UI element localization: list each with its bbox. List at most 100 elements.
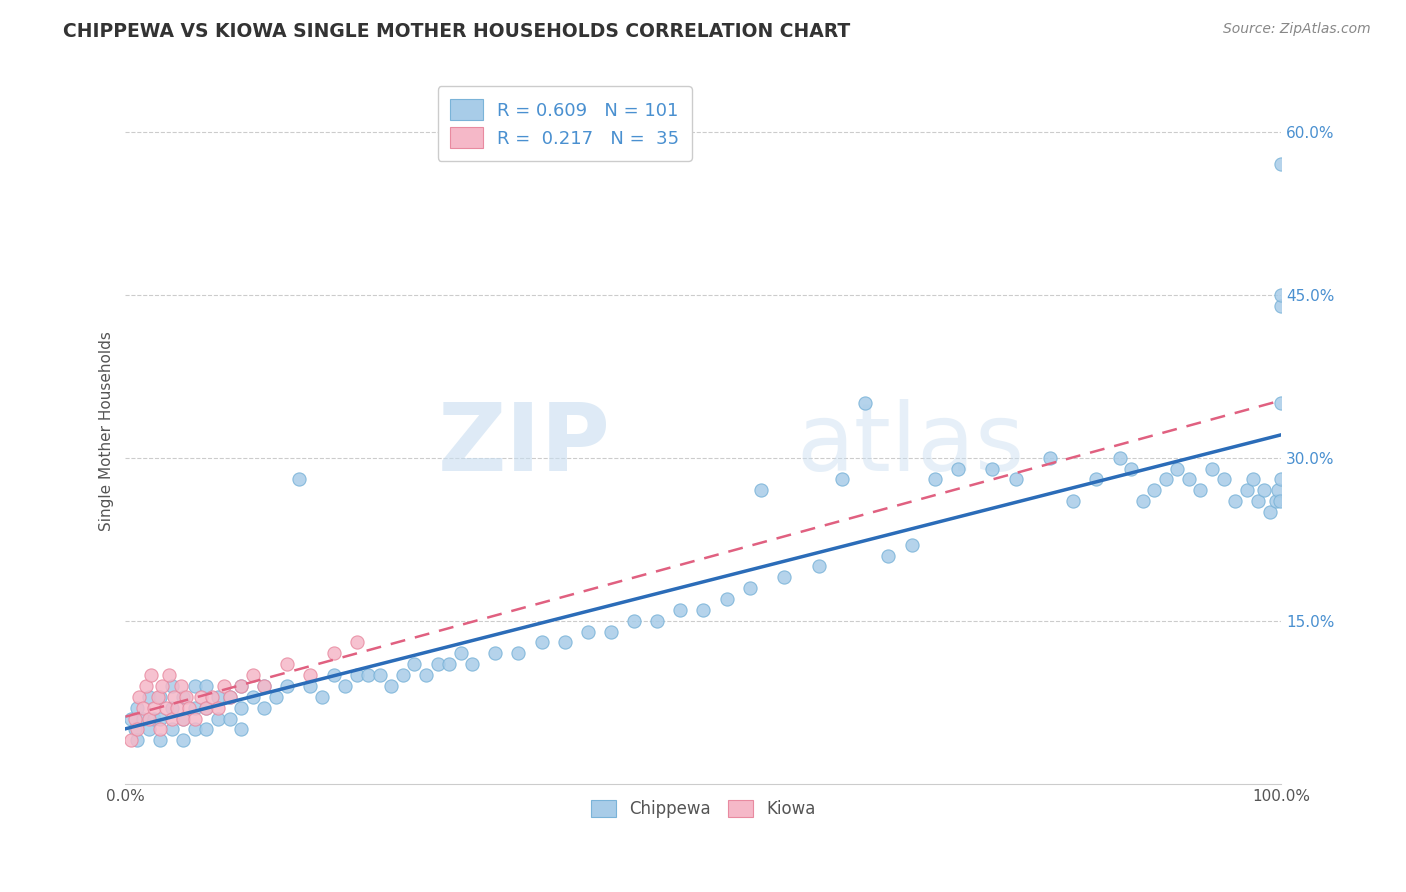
Point <box>600 624 623 639</box>
Point <box>1267 483 1289 498</box>
Point <box>125 733 148 747</box>
Point <box>1241 473 1264 487</box>
Point <box>138 712 160 726</box>
Point <box>946 461 969 475</box>
Point <box>195 700 218 714</box>
Point <box>160 700 183 714</box>
Point <box>1132 494 1154 508</box>
Point <box>508 646 530 660</box>
Point <box>900 538 922 552</box>
Point <box>120 733 142 747</box>
Point <box>404 657 426 672</box>
Point <box>229 700 252 714</box>
Point <box>160 712 183 726</box>
Point <box>554 635 576 649</box>
Point <box>1236 483 1258 498</box>
Point <box>125 700 148 714</box>
Point <box>288 473 311 487</box>
Point <box>195 700 218 714</box>
Point <box>1121 461 1143 475</box>
Point <box>149 712 172 726</box>
Point <box>346 668 368 682</box>
Point <box>201 690 224 704</box>
Point <box>166 700 188 714</box>
Point <box>623 614 645 628</box>
Point <box>139 668 162 682</box>
Point <box>128 690 150 704</box>
Point <box>1264 494 1286 508</box>
Point <box>322 668 344 682</box>
Point <box>450 646 472 660</box>
Point <box>346 635 368 649</box>
Point <box>1270 287 1292 301</box>
Point <box>242 690 264 704</box>
Point <box>853 396 876 410</box>
Point <box>437 657 460 672</box>
Point <box>264 690 287 704</box>
Point <box>125 723 148 737</box>
Text: atlas: atlas <box>796 399 1024 491</box>
Point <box>132 712 155 726</box>
Point <box>253 679 276 693</box>
Point <box>1039 450 1062 465</box>
Point <box>174 690 197 704</box>
Point <box>1270 473 1292 487</box>
Point <box>1143 483 1166 498</box>
Point <box>831 473 853 487</box>
Point <box>692 603 714 617</box>
Point <box>149 733 172 747</box>
Point <box>184 679 207 693</box>
Point <box>253 700 276 714</box>
Point <box>1270 396 1292 410</box>
Point <box>877 549 900 563</box>
Point <box>924 473 946 487</box>
Point <box>1085 473 1108 487</box>
Point <box>135 679 157 693</box>
Point <box>461 657 484 672</box>
Point <box>170 679 193 693</box>
Point <box>229 679 252 693</box>
Point <box>1270 157 1292 171</box>
Point <box>669 603 692 617</box>
Point <box>1154 473 1177 487</box>
Point <box>184 723 207 737</box>
Point <box>172 712 194 726</box>
Point <box>808 559 831 574</box>
Point <box>1178 473 1201 487</box>
Point <box>143 712 166 726</box>
Point <box>1247 494 1270 508</box>
Point <box>207 690 229 704</box>
Text: CHIPPEWA VS KIOWA SINGLE MOTHER HOUSEHOLDS CORRELATION CHART: CHIPPEWA VS KIOWA SINGLE MOTHER HOUSEHOL… <box>63 22 851 41</box>
Text: Source: ZipAtlas.com: Source: ZipAtlas.com <box>1223 22 1371 37</box>
Point <box>190 690 212 704</box>
Point <box>138 690 160 704</box>
Point <box>738 581 761 595</box>
Point <box>218 690 240 704</box>
Point <box>299 668 322 682</box>
Point <box>157 668 180 682</box>
Point <box>207 712 229 726</box>
Point <box>149 690 172 704</box>
Point <box>229 679 252 693</box>
Point <box>155 700 177 714</box>
Point <box>138 723 160 737</box>
Point <box>333 679 356 693</box>
Point <box>1212 473 1234 487</box>
Point <box>253 679 276 693</box>
Point <box>981 461 1004 475</box>
Point <box>229 723 252 737</box>
Point <box>207 700 229 714</box>
Point <box>1108 450 1130 465</box>
Point <box>484 646 506 660</box>
Point <box>392 668 415 682</box>
Point <box>124 723 146 737</box>
Text: ZIP: ZIP <box>439 399 612 491</box>
Point <box>380 679 402 693</box>
Point <box>152 679 174 693</box>
Point <box>426 657 449 672</box>
Point <box>242 668 264 682</box>
Point <box>163 690 186 704</box>
Point <box>1201 461 1223 475</box>
Point <box>530 635 553 649</box>
Point <box>212 679 235 693</box>
